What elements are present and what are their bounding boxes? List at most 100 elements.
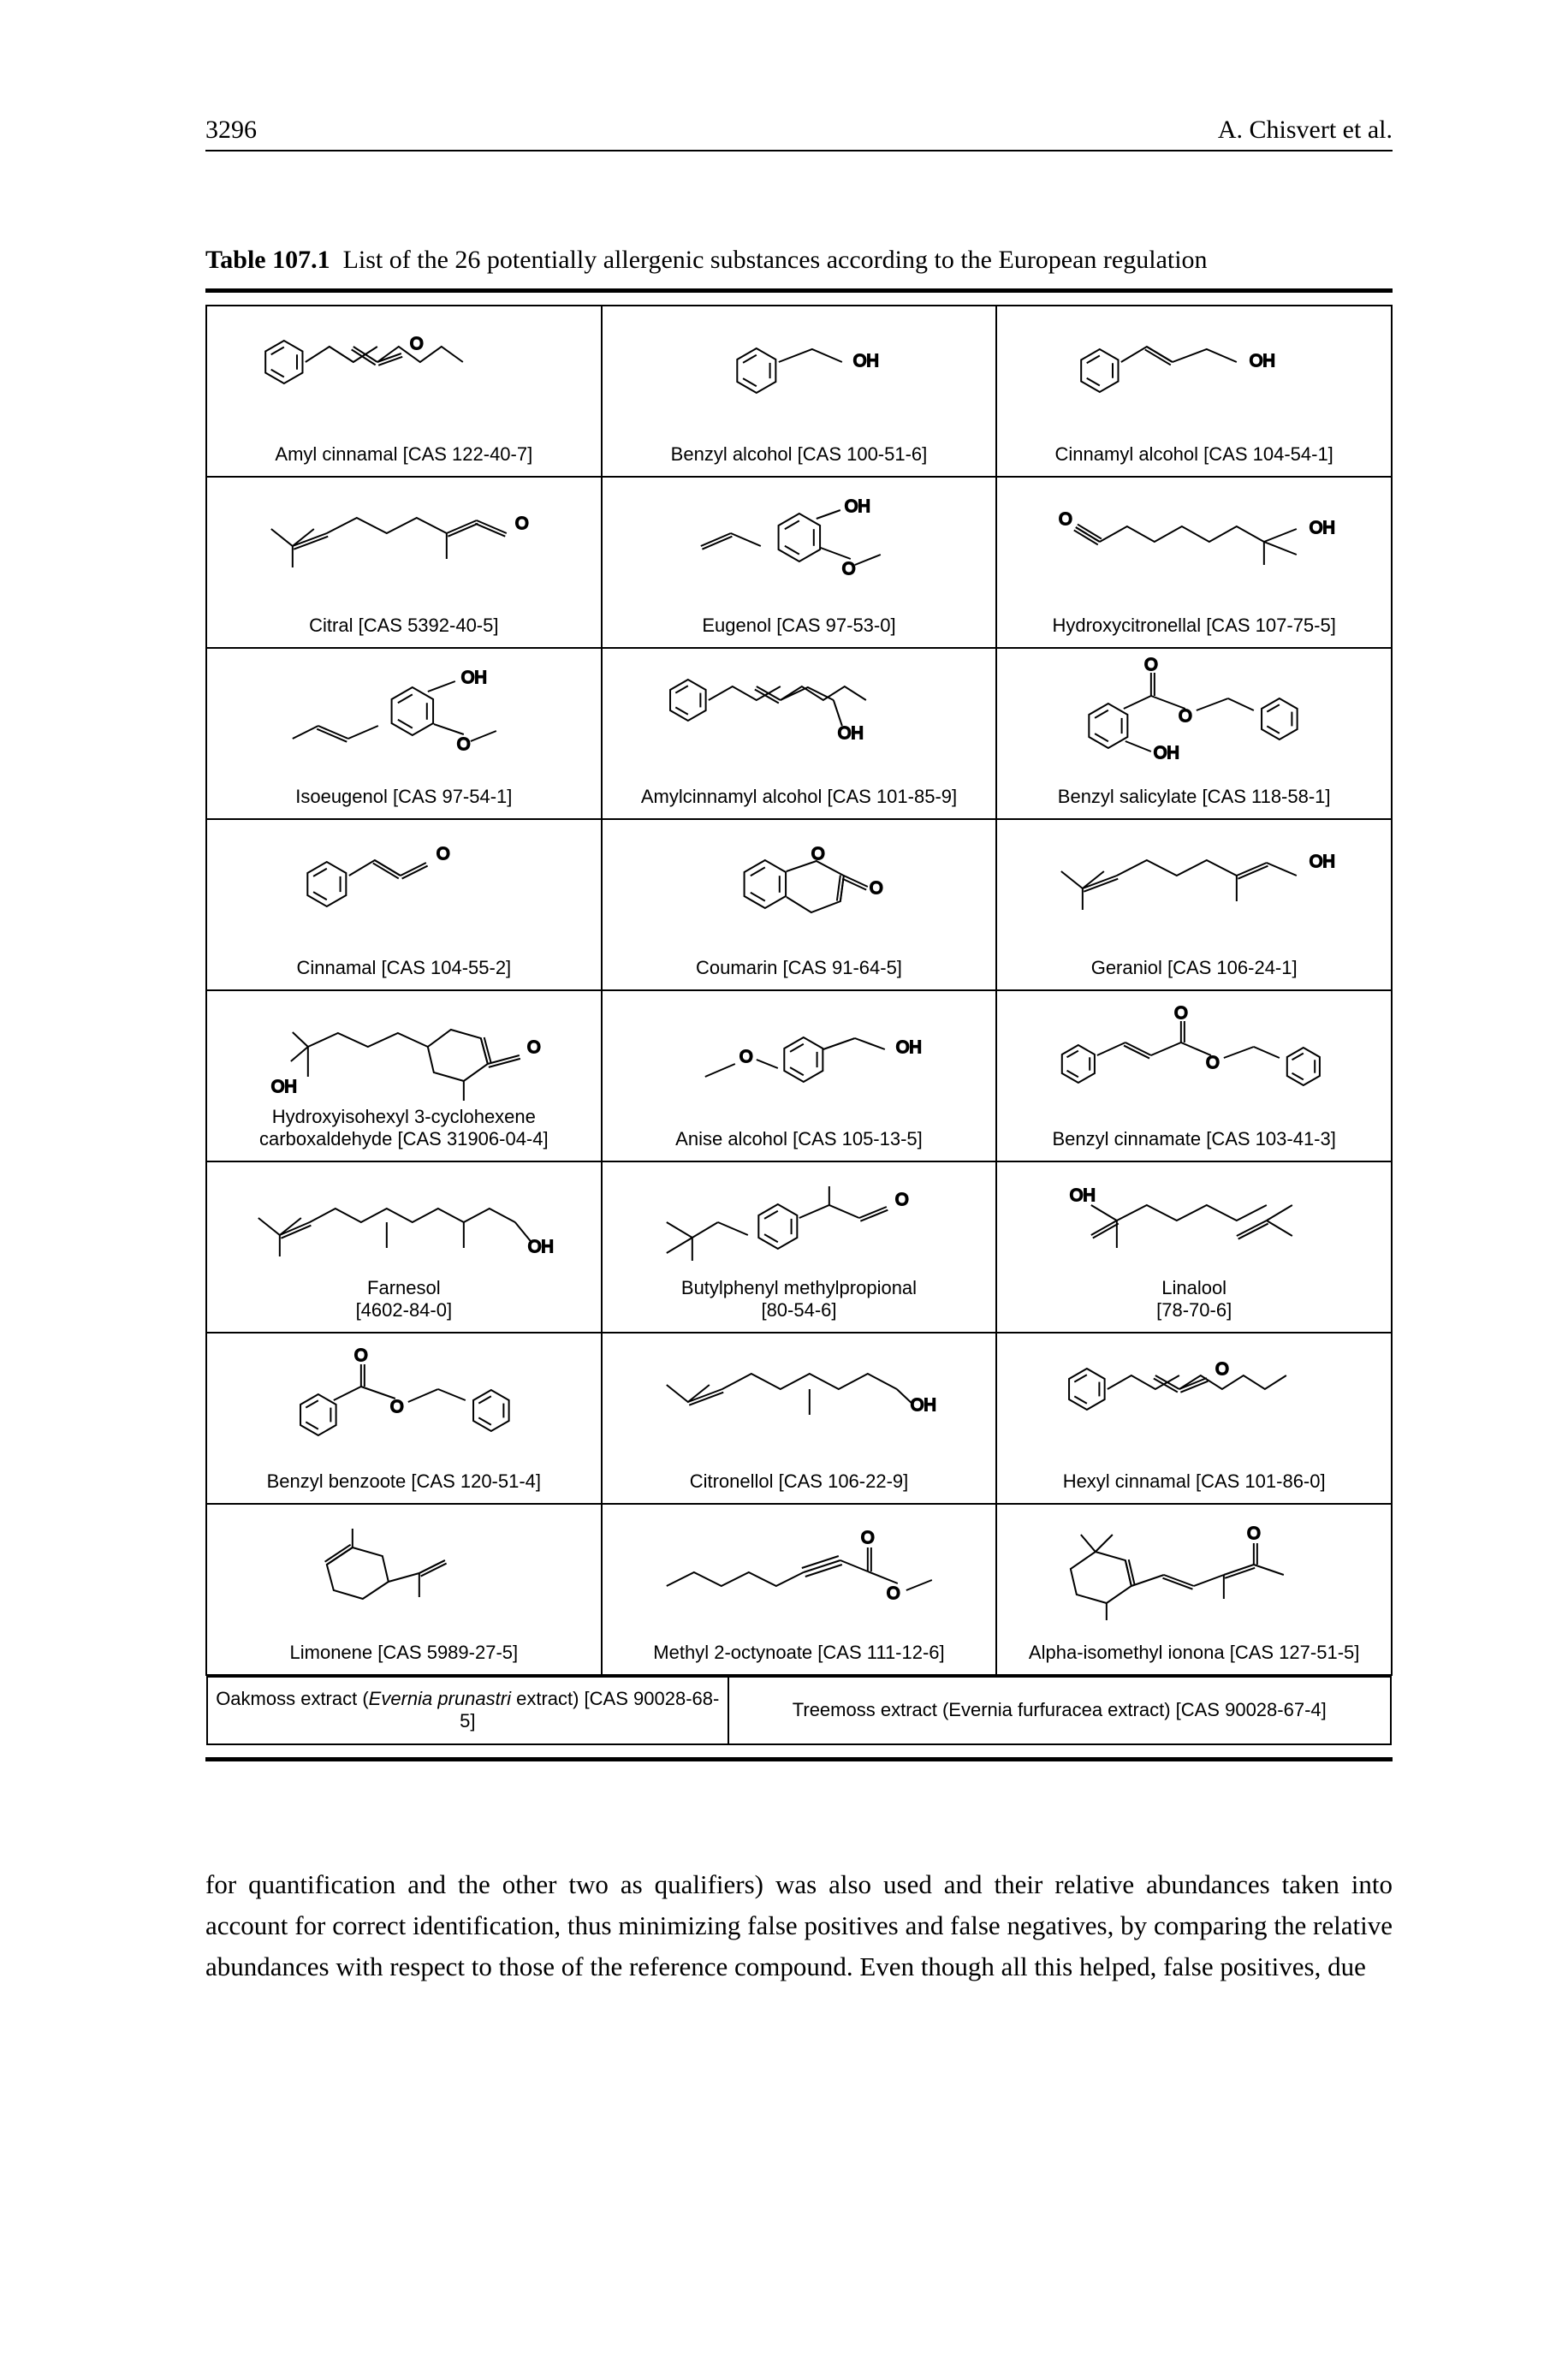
table-row: Oakmoss extract (Evernia prunastri extra…	[206, 1675, 1392, 1745]
structure-diagram: OH O	[603, 486, 996, 597]
svg-text:OH: OH	[910, 1396, 935, 1415]
structure-diagram: OO	[997, 1000, 1391, 1111]
svg-text:O: O	[390, 1398, 404, 1417]
structure-diagram: O OH	[603, 1000, 996, 1111]
structure-diagram: O OH	[207, 1000, 601, 1111]
compound-label: Isoeugenol [CAS 97-54-1]	[214, 786, 594, 808]
compound-label: Citral [CAS 5392-40-5]	[214, 615, 594, 637]
compound-cell: O OH Anise alcohol [CAS 105-13-5]	[602, 990, 997, 1161]
compound-cell: OHO Isoeugenol [CAS 97-54-1]	[206, 648, 602, 819]
table-label: Table 107.1	[205, 246, 330, 274]
compound-cell: OHBenzyl alcohol [CAS 100-51-6]	[602, 306, 997, 477]
compound-label: Geraniol [CAS 106-24-1]	[1004, 957, 1384, 979]
table-caption: Table 107.1 List of the 26 potentially a…	[205, 246, 1393, 275]
structure-diagram	[207, 1513, 601, 1625]
structure-diagram: OO	[603, 1513, 996, 1625]
table-row: Limonene [CAS 5989-27-5]OOMethyl 2-octyn…	[206, 1504, 1392, 1675]
compound-cell: OH Geraniol [CAS 106-24-1]	[996, 819, 1392, 990]
structure-diagram: O	[207, 829, 601, 940]
compound-label: Hydroxycitronellal [CAS 107-75-5]	[1004, 615, 1384, 637]
compound-sublabel: carboxaldehyde [CAS 31906-04-4]	[214, 1128, 594, 1150]
structure-diagram: OH	[603, 1342, 996, 1453]
compound-label: Methyl 2-octynoate [CAS 111-12-6]	[609, 1642, 989, 1664]
svg-text:OH: OH	[528, 1238, 554, 1256]
structure-diagram: OO	[603, 829, 996, 940]
svg-text:O: O	[1247, 1524, 1261, 1543]
structure-diagram: OH	[997, 315, 1391, 426]
svg-text:O: O	[1215, 1360, 1229, 1379]
compound-label: Anise alcohol [CAS 105-13-5]	[609, 1128, 989, 1150]
structure-diagram: OH	[603, 315, 996, 426]
compound-cell: Limonene [CAS 5989-27-5]	[206, 1504, 602, 1675]
compound-cell: O Cinnamal [CAS 104-55-2]	[206, 819, 602, 990]
svg-text:O: O	[354, 1346, 368, 1365]
compound-label: Cinnamyl alcohol [CAS 104-54-1]	[1004, 443, 1384, 466]
svg-text:O: O	[437, 845, 450, 864]
structure-diagram: OHO	[207, 657, 601, 769]
svg-text:OH: OH	[1250, 352, 1275, 371]
structure-diagram: OOH	[997, 486, 1391, 597]
compound-label: Cinnamal [CAS 104-55-2]	[214, 957, 594, 979]
svg-text:OH: OH	[1070, 1186, 1096, 1205]
page-number: 3296	[205, 116, 257, 145]
svg-text:O: O	[1144, 657, 1158, 674]
body-paragraph: for quantification and the other two as …	[205, 1864, 1393, 1987]
compound-label: Eugenol [CAS 97-53-0]	[609, 615, 989, 637]
compound-label: Benzyl salicylate [CAS 118-58-1]	[1004, 786, 1384, 808]
compound-label: Treemoss extract (Evernia furfuracea ext…	[736, 1699, 1383, 1721]
compound-cell: OO Methyl 2-octynoate [CAS 111-12-6]	[602, 1504, 997, 1675]
svg-text:O: O	[527, 1038, 541, 1057]
table-row: O Cinnamal [CAS 104-55-2] OOCoumarin [CAS …	[206, 819, 1392, 990]
table-row: OHFarnesol[4602-84-0]OButylphenyl methyl…	[206, 1161, 1392, 1333]
page-header: 3296 A. Chisvert et al.	[205, 116, 1393, 145]
structure-diagram: OH	[997, 1171, 1391, 1282]
svg-text:O: O	[887, 1584, 900, 1603]
compound-sublabel: [78-70-6]	[1004, 1299, 1384, 1322]
structure-diagram: O	[997, 1513, 1391, 1625]
compound-cell: OCitral [CAS 5392-40-5]	[206, 477, 602, 648]
structure-diagram: OO	[207, 1342, 601, 1453]
compound-cell: OAlpha-isomethyl ionona [CAS 127-51-5]	[996, 1504, 1392, 1675]
compound-label: Hexyl cinnamal [CAS 101-86-0]	[1004, 1470, 1384, 1493]
structure-diagram: OH	[997, 829, 1391, 940]
compound-cell: OH Citronellol [CAS 106-22-9]	[602, 1333, 997, 1504]
svg-text:OH: OH	[844, 497, 870, 516]
compound-cell: OOCoumarin [CAS 91-64-5]	[602, 819, 997, 990]
compound-cell: OOH Hydroxycitronellal [CAS 107-75-5]	[996, 477, 1392, 648]
compound-sublabel: [4602-84-0]	[214, 1299, 594, 1322]
structure-diagram: OH	[207, 1171, 601, 1282]
compound-cell: OOOHBenzyl salicylate [CAS 118-58-1]	[996, 648, 1392, 819]
compound-label: Limonene [CAS 5989-27-5]	[214, 1642, 594, 1664]
svg-text:OH: OH	[271, 1078, 297, 1096]
compound-cell: OO Benzyl cinnamate [CAS 103-41-3]	[996, 990, 1392, 1161]
compound-cell: Oakmoss extract (Evernia prunastri extra…	[207, 1677, 728, 1744]
svg-text:O: O	[1206, 1054, 1220, 1072]
structure-diagram: OH	[603, 657, 996, 769]
table-row: O Amyl cinnamal [CAS 122-40-7] OHBenzyl al…	[206, 306, 1392, 477]
svg-text:OH: OH	[852, 352, 878, 371]
compound-label: Citronellol [CAS 106-22-9]	[609, 1470, 989, 1493]
table-caption-text: List of the 26 potentially allergenic su…	[343, 246, 1208, 274]
compound-cell: OHAmylcinnamyl alcohol [CAS 101-85-9]	[602, 648, 997, 819]
svg-text:O: O	[1059, 510, 1072, 529]
svg-text:O: O	[1179, 707, 1192, 726]
compound-label: Benzyl benzoote [CAS 120-51-4]	[214, 1470, 594, 1493]
header-rule	[205, 150, 1393, 151]
svg-text:O: O	[870, 879, 883, 898]
compound-cell: OOBenzyl benzoote [CAS 120-51-4]	[206, 1333, 602, 1504]
compound-sublabel: [80-54-6]	[609, 1299, 989, 1322]
table-row: OHOIsoeugenol [CAS 97-54-1]OHAmylcinnamy…	[206, 648, 1392, 819]
compound-cell: OH O Eugenol [CAS 97-53-0]	[602, 477, 997, 648]
svg-text:O: O	[841, 560, 855, 579]
compound-label: Amyl cinnamal [CAS 122-40-7]	[214, 443, 594, 466]
structure-diagram: OOOH	[997, 657, 1391, 769]
compound-label: Benzyl cinnamate [CAS 103-41-3]	[1004, 1128, 1384, 1150]
svg-text:O: O	[457, 735, 471, 754]
svg-text:OH: OH	[895, 1038, 921, 1057]
compound-label: Oakmoss extract (Evernia prunastri extra…	[215, 1688, 721, 1733]
structure-diagram: O	[207, 315, 601, 426]
table-row: OCitral [CAS 5392-40-5]OHOEugenol [CAS 9…	[206, 477, 1392, 648]
compound-cell: OButylphenyl methylpropional[80-54-6]	[602, 1161, 997, 1333]
svg-text:O: O	[739, 1048, 753, 1066]
compound-cell: O Amyl cinnamal [CAS 122-40-7]	[206, 306, 602, 477]
